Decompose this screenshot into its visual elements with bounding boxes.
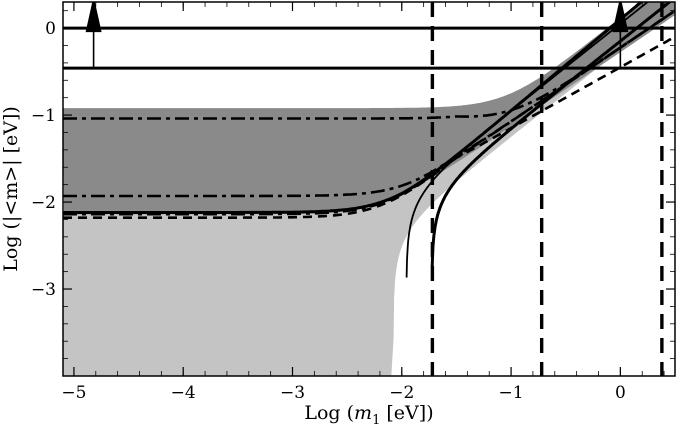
y-tick-label: −1 <box>31 106 56 126</box>
light-region <box>63 2 675 376</box>
plot-frame <box>62 1 676 377</box>
allowed-regions <box>63 2 675 376</box>
y-tick-label: −3 <box>31 280 56 300</box>
x-tick-label: 0 <box>615 383 626 403</box>
dash-dot-curve-1 <box>63 9 675 120</box>
experimental-limits <box>63 2 675 376</box>
axis-ticks: −5 −4 −3 −2 −1 0 0 −1 −2 −3 <box>31 2 675 403</box>
x-axis-title: Log (m1 [eV]) <box>304 402 433 428</box>
dashed-curve-1 <box>63 35 675 219</box>
y-tick-label: 0 <box>45 19 56 39</box>
x-tick-label: −2 <box>389 383 414 403</box>
x-tick-label: −5 <box>61 383 86 403</box>
y-axis-title: Log (|<m>| [eV]) <box>0 106 22 272</box>
dark-region <box>63 2 675 215</box>
y-tick-label: −2 <box>31 193 56 213</box>
x-tick-label: −4 <box>171 383 196 403</box>
x-tick-label: −3 <box>280 383 305 403</box>
limit-arrow-head-2 <box>612 2 629 33</box>
x-tick-label: −1 <box>499 383 524 403</box>
dash-dot-curve-3 <box>63 9 675 216</box>
limit-arrow-head-1 <box>85 2 102 33</box>
mass-curves <box>63 2 675 278</box>
